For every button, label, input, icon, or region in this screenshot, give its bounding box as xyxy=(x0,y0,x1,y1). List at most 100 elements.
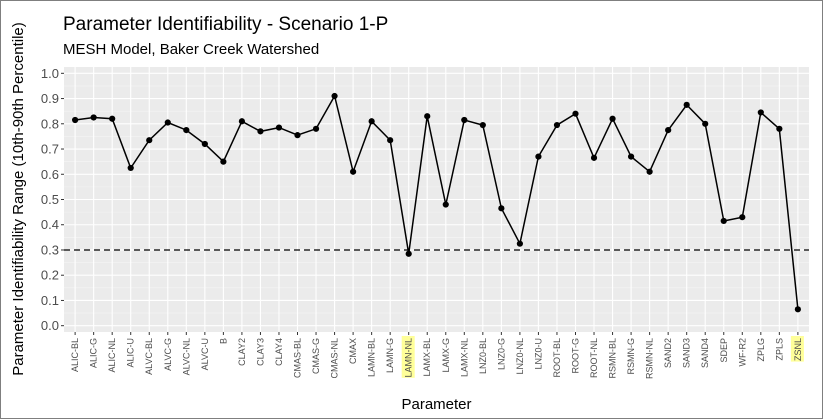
data-point xyxy=(164,119,171,126)
series-line xyxy=(75,93,799,310)
data-point xyxy=(665,126,672,134)
data-point xyxy=(646,168,653,175)
x-tick-label: ALIC-NL xyxy=(107,338,117,373)
data-point xyxy=(794,306,801,313)
y-tick-label: 0.4 xyxy=(41,217,59,232)
x-tick-label: LAMN-G xyxy=(385,338,395,373)
x-tick-label: ZPLG xyxy=(756,338,766,362)
data-point xyxy=(442,201,449,208)
y-tick-label: 0.5 xyxy=(41,192,59,207)
x-tick-label: LAMX-G xyxy=(441,338,451,373)
x-tick-label: CLAY2 xyxy=(237,338,247,366)
x-tick-label: ZPLS xyxy=(774,338,784,361)
y-tick-label: 0.1 xyxy=(41,293,59,308)
x-tick-label: RSMN-G xyxy=(626,338,636,375)
x-tick-label: ROOT-NL xyxy=(589,338,599,378)
x-tick-label: RSMN-NL xyxy=(645,338,655,379)
data-point xyxy=(702,120,709,127)
data-point xyxy=(776,125,783,132)
data-point xyxy=(72,116,79,124)
x-tick-labels: ALIC-BL ALIC-G ALIC-NL ALIC-U ALVC-BL ALVC-G A… xyxy=(70,332,803,379)
x-tick-label: WF-R2 xyxy=(737,338,747,367)
data-point xyxy=(739,214,746,221)
x-tick-label: ALVC-BL xyxy=(144,338,154,375)
data-point xyxy=(627,153,635,160)
x-tick-label: LNZ0-U xyxy=(533,338,543,370)
data-point xyxy=(312,125,320,132)
y-tick-label: 1.0 xyxy=(41,66,59,81)
x-tick-label: LNZ0-BL xyxy=(478,338,488,374)
x-tick-label: CMAS-G xyxy=(311,338,321,374)
data-point xyxy=(479,121,486,129)
data-point xyxy=(90,114,97,121)
data-point xyxy=(294,132,301,139)
data-point xyxy=(516,240,523,247)
x-tick-label: LNZ0-G xyxy=(496,338,506,370)
x-tick-label: CMAS-BL xyxy=(293,338,303,378)
y-tick-label: 0.7 xyxy=(41,142,59,157)
x-tick-label: LAMN-BL xyxy=(367,338,377,377)
chart-subtitle: MESH Model, Baker Creek Watershed xyxy=(63,41,319,58)
data-point xyxy=(424,113,431,120)
data-point xyxy=(183,126,190,134)
x-tick-label: LNZ0-NL xyxy=(515,338,525,375)
x-tick-label: ALVC-G xyxy=(163,338,173,371)
data-point xyxy=(275,124,283,131)
data-point xyxy=(461,116,468,124)
x-tick-label: LAMX-BL xyxy=(422,338,432,377)
x-tick-label: SAND2 xyxy=(663,338,673,368)
x-tick-label: B xyxy=(218,338,228,344)
x-tick-label: CMAS-NL xyxy=(330,338,340,379)
y-tick-labels: 0.0 0.1 0.2 0.3 0.4 0.5 0.6 0.7 0.8 0.9 1.0 xyxy=(41,66,64,333)
chart-title: Parameter Identifiability - Scenario 1-P xyxy=(63,14,388,35)
y-tick-label: 0.6 xyxy=(41,167,59,182)
x-tick-label: ROOT-BL xyxy=(552,338,562,378)
gridlines xyxy=(64,67,809,332)
data-point xyxy=(146,137,153,144)
x-tick-label: ALVC-U xyxy=(200,338,210,370)
data-point xyxy=(572,110,579,117)
data-point xyxy=(535,153,542,160)
data-point xyxy=(553,121,561,129)
data-points xyxy=(72,92,801,313)
x-tick-label: LAMX-NL xyxy=(459,338,469,377)
x-tick-label: ALIC-G xyxy=(89,338,99,368)
data-point xyxy=(109,115,116,122)
data-point xyxy=(720,217,727,225)
y-tick-label: 0.3 xyxy=(41,242,59,257)
highlight-box xyxy=(790,336,804,362)
y-tick-label: 0.0 xyxy=(41,318,59,333)
x-tick-label: CLAY3 xyxy=(255,338,265,366)
x-tick-label: ROOT-G xyxy=(570,338,580,374)
data-point xyxy=(405,250,412,257)
y-axis-title: Parameter Identifiability Range (10th-90… xyxy=(10,22,27,376)
data-point xyxy=(368,118,375,125)
x-tick-label: ALIC-BL xyxy=(70,338,80,372)
data-point xyxy=(127,164,134,172)
data-point xyxy=(609,115,616,122)
x-tick-label: ALIC-U xyxy=(126,338,136,368)
x-tick-label: CMAX xyxy=(348,338,358,364)
data-point xyxy=(498,205,505,212)
data-point xyxy=(590,154,598,161)
x-tick-label: SAND4 xyxy=(700,338,710,368)
x-tick-label: SDEP xyxy=(719,338,729,363)
x-tick-label: ALVC-NL xyxy=(181,338,191,375)
highlight-boxes xyxy=(401,336,804,378)
y-tick-label: 0.8 xyxy=(41,116,59,131)
x-tick-label: ZSNL xyxy=(793,338,803,361)
data-point xyxy=(350,168,357,175)
y-tick-label: 0.9 xyxy=(41,91,59,106)
x-tick-label: RSMN-BL xyxy=(608,338,618,379)
data-point xyxy=(331,92,338,100)
x-tick-label: LAMN-NL xyxy=(404,338,414,378)
x-axis-title: Parameter xyxy=(401,396,471,413)
x-tick-label: SAND3 xyxy=(682,338,692,368)
data-point xyxy=(757,109,764,116)
data-point xyxy=(201,140,208,148)
data-point xyxy=(683,101,690,108)
data-point xyxy=(238,118,246,125)
x-tick-label: CLAY4 xyxy=(274,338,284,366)
